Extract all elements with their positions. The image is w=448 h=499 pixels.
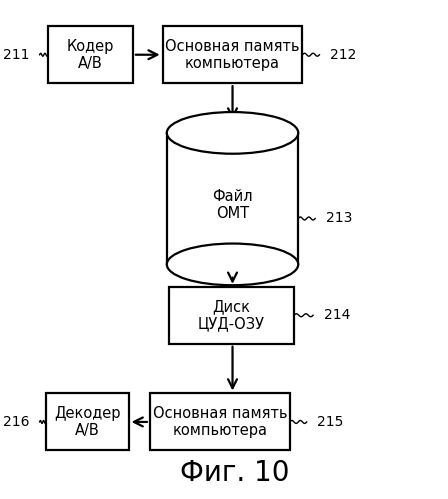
Text: 214: 214 bbox=[323, 308, 350, 322]
Ellipse shape bbox=[167, 112, 298, 154]
Text: 211: 211 bbox=[3, 48, 29, 62]
Text: Декодер
А/В: Декодер А/В bbox=[54, 406, 121, 438]
Text: 212: 212 bbox=[330, 48, 357, 62]
Text: Кодер
А/В: Кодер А/В bbox=[67, 38, 114, 71]
Text: 213: 213 bbox=[326, 212, 352, 226]
Bar bbox=[46, 393, 129, 451]
Text: Файл
ОМТ: Файл ОМТ bbox=[212, 189, 253, 221]
Text: Основная память
компьютера: Основная память компьютера bbox=[165, 38, 300, 71]
Text: Основная память
компьютера: Основная память компьютера bbox=[153, 406, 287, 438]
Bar bbox=[163, 26, 302, 83]
Text: Фиг. 10: Фиг. 10 bbox=[180, 459, 289, 487]
Ellipse shape bbox=[167, 244, 298, 285]
Bar bbox=[48, 26, 133, 83]
Text: 216: 216 bbox=[3, 415, 29, 429]
Bar bbox=[167, 133, 298, 264]
Bar bbox=[169, 287, 294, 344]
Text: 215: 215 bbox=[317, 415, 344, 429]
Text: Диск
ЦУД-ОЗУ: Диск ЦУД-ОЗУ bbox=[198, 299, 265, 331]
Bar bbox=[177, 173, 288, 237]
Bar bbox=[150, 393, 290, 451]
